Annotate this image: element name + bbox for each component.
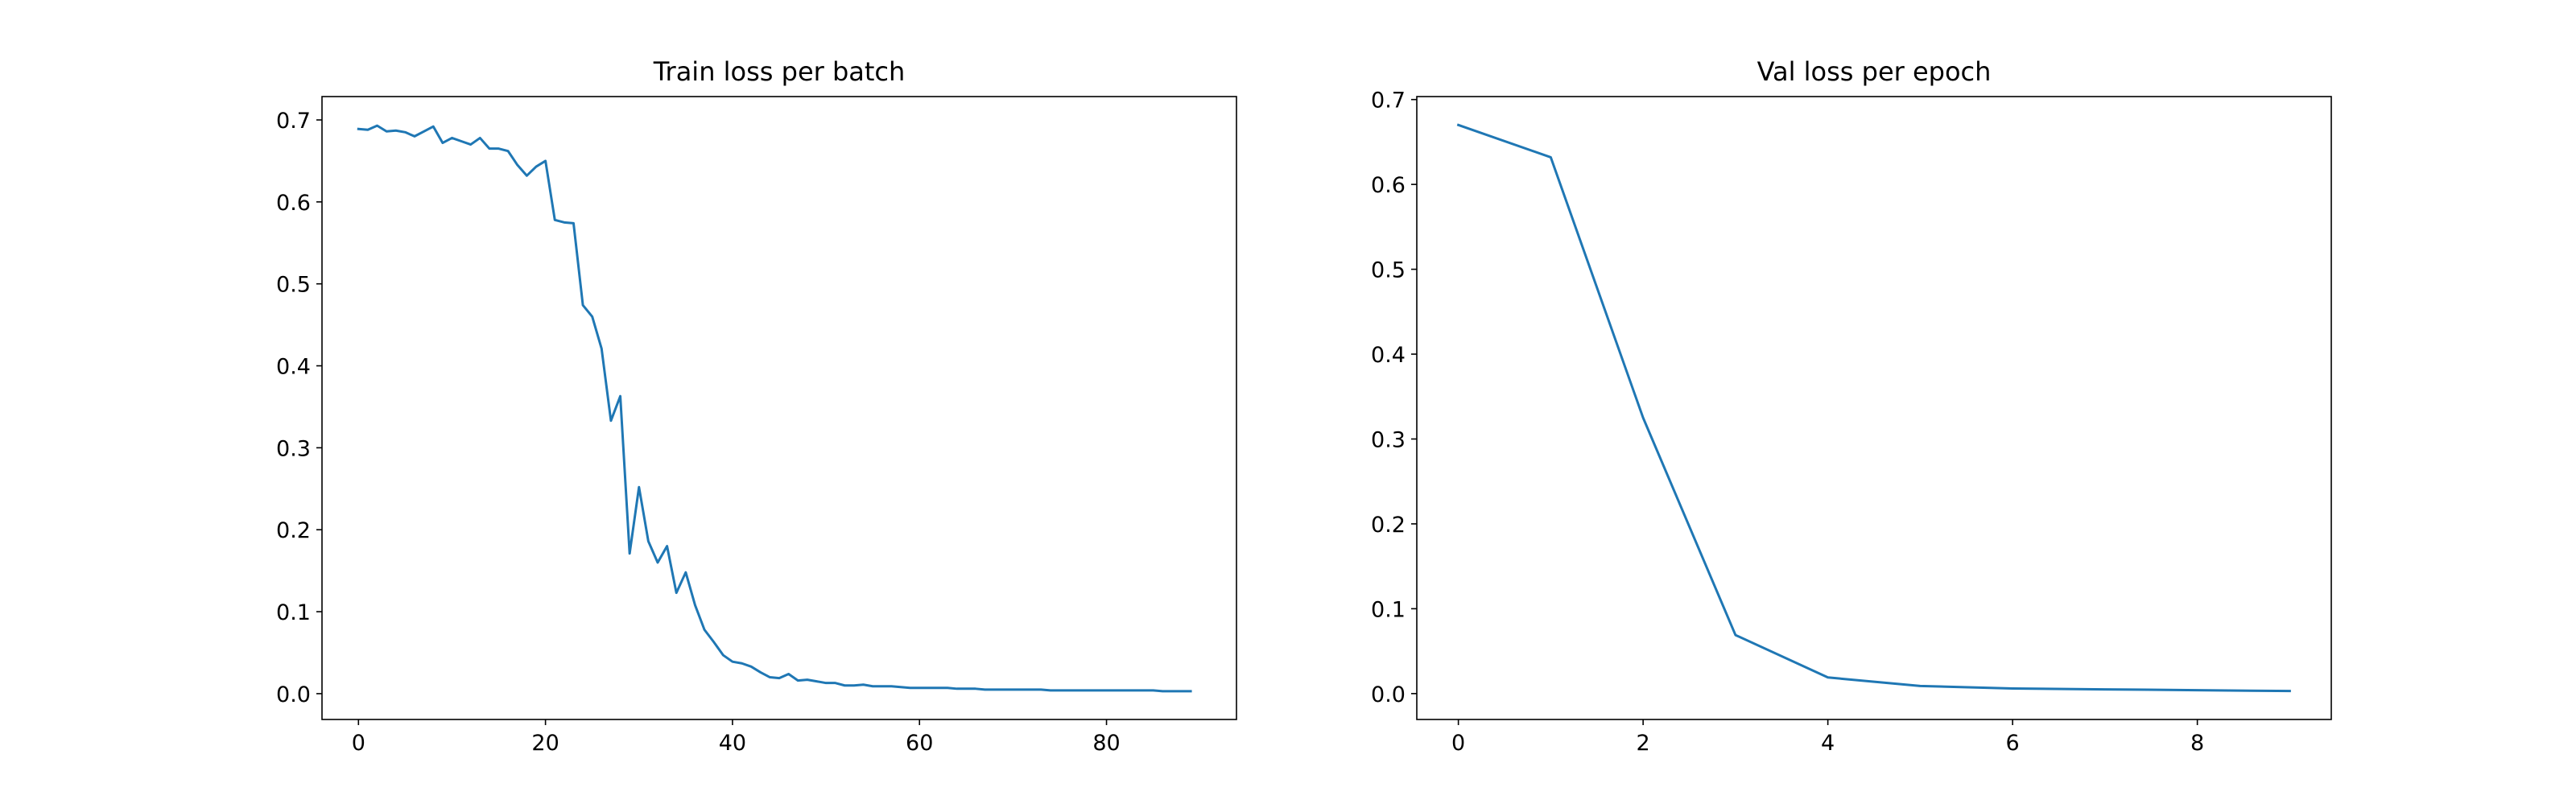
y-tick-label: 0.2 <box>1371 513 1406 538</box>
chart-title: Val loss per epoch <box>1757 56 1992 87</box>
y-tick-label: 0.3 <box>1371 427 1406 452</box>
chart-title: Train loss per batch <box>653 56 906 87</box>
x-tick-label: 8 <box>2190 731 2204 756</box>
x-tick-label: 40 <box>719 731 746 756</box>
y-tick-label: 0.0 <box>276 682 311 707</box>
x-tick-label: 6 <box>2006 731 2020 756</box>
y-tick-label: 0.0 <box>1371 682 1406 707</box>
y-tick-label: 0.5 <box>1371 258 1406 283</box>
x-tick-label: 60 <box>906 731 933 756</box>
x-tick-label: 0 <box>352 731 365 756</box>
x-tick-label: 20 <box>531 731 559 756</box>
axes-frame <box>1416 96 2332 720</box>
y-tick-label: 0.3 <box>276 436 311 461</box>
x-tick-label: 80 <box>1092 731 1120 756</box>
y-tick-label: 0.7 <box>1371 89 1406 113</box>
y-tick-label: 0.6 <box>276 191 311 216</box>
y-tick-label: 0.2 <box>276 518 311 543</box>
series-line <box>1456 123 2291 693</box>
x-tick-label: 4 <box>1821 731 1835 756</box>
series-line <box>357 124 1192 693</box>
y-tick-label: 0.7 <box>276 109 311 134</box>
axes-frame <box>321 96 1237 720</box>
y-tick-label: 0.4 <box>1371 343 1406 368</box>
val-loss-chart: Val loss per epoch 0 2 4 6 8 0.0 0.1 0.2 0.3 0.4 0… <box>1371 56 2332 756</box>
train-loss-chart: Train loss per batch 0 20 40 60 80 0.0 0.1 0.2 0… <box>276 56 1237 756</box>
y-tick-label: 0.4 <box>276 355 311 380</box>
y-tick-label: 0.5 <box>276 273 311 298</box>
y-tick-label: 0.1 <box>276 600 311 625</box>
y-tick-label: 0.1 <box>1371 597 1406 622</box>
x-tick-label: 2 <box>1637 731 1650 756</box>
y-tick-label: 0.6 <box>1371 173 1406 198</box>
x-tick-label: 0 <box>1451 731 1465 756</box>
